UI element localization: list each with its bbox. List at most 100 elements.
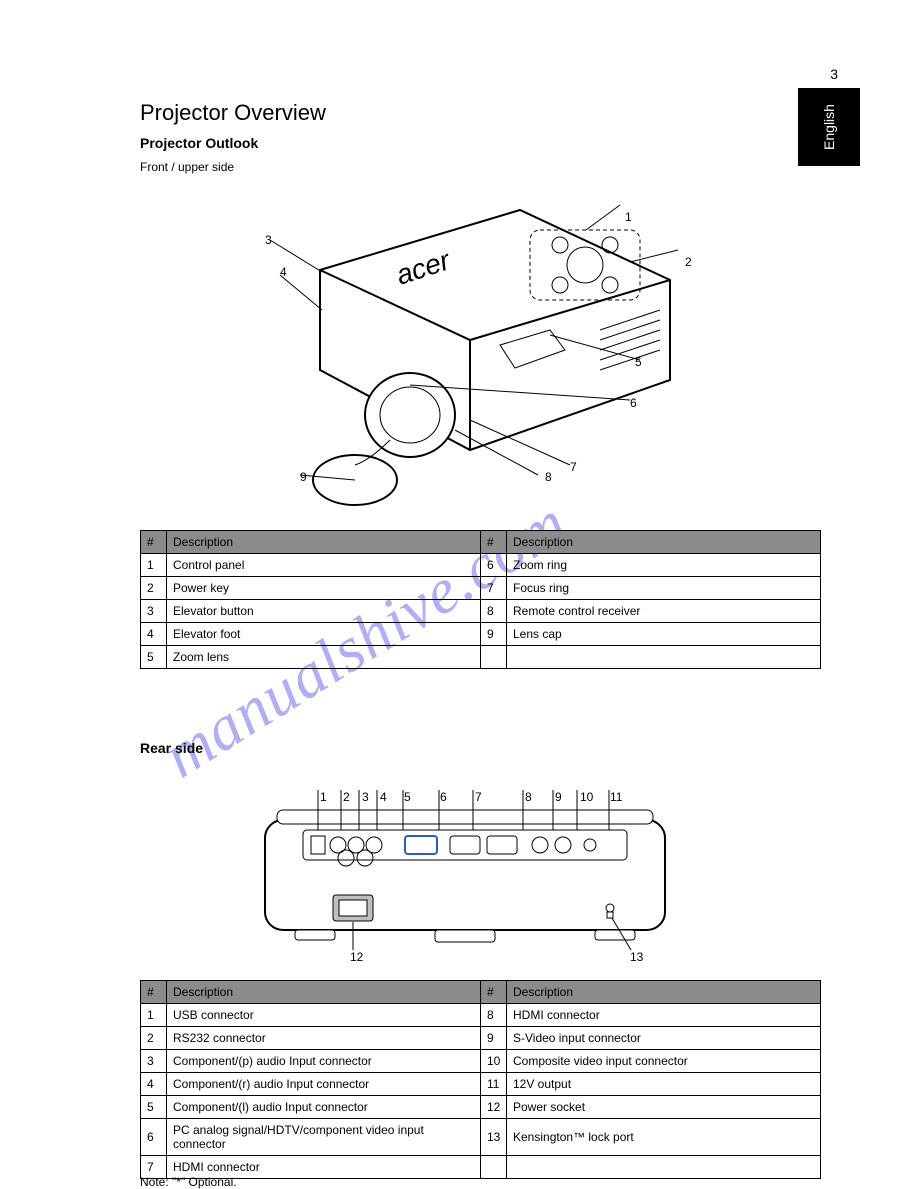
callout-number: 7: [570, 460, 577, 474]
cell-num: 4: [141, 623, 167, 646]
cell-desc: Control panel: [167, 554, 481, 577]
language-tab-label: English: [821, 104, 837, 150]
cell-num: 12: [481, 1096, 507, 1119]
table-outlook: # Description # Description 1Control pan…: [140, 530, 821, 669]
cell-desc: PC analog signal/HDTV/component video in…: [167, 1119, 481, 1156]
cell-desc: Composite video input connector: [507, 1050, 821, 1073]
cell-desc: Component/(l) audio Input connector: [167, 1096, 481, 1119]
sec1-front-label: Front / upper side: [140, 160, 234, 174]
t1-h-desc-a: Description: [167, 531, 481, 554]
cell-desc: Focus ring: [507, 577, 821, 600]
figure-rear: [255, 780, 675, 955]
figure-projector-top: acer: [260, 190, 700, 510]
table-row: 3Component/(p) audio Input connector10Co…: [141, 1050, 821, 1073]
cell-desc: RS232 connector: [167, 1027, 481, 1050]
table-row: 2Power key7Focus ring: [141, 577, 821, 600]
table-row: 1Control panel6Zoom ring: [141, 554, 821, 577]
cell-desc: Zoom ring: [507, 554, 821, 577]
callout-number: 10: [580, 790, 593, 804]
cell-num: 6: [481, 554, 507, 577]
cell-num: 10: [481, 1050, 507, 1073]
cell-num: 5: [141, 1096, 167, 1119]
table-row: 5Zoom lens: [141, 646, 821, 669]
t2-h-num-b: #: [481, 981, 507, 1004]
table-row: 5Component/(l) audio Input connector12Po…: [141, 1096, 821, 1119]
cell-num: 1: [141, 554, 167, 577]
t2-h-desc-b: Description: [507, 981, 821, 1004]
cell-num: 8: [481, 600, 507, 623]
callout-number: 2: [685, 255, 692, 269]
cell-num: 6: [141, 1119, 167, 1156]
callout-number: 12: [350, 950, 363, 964]
cell-num: 1: [141, 1004, 167, 1027]
callout-number: 4: [280, 265, 287, 279]
cell-desc: Elevator foot: [167, 623, 481, 646]
cell-num: [481, 1156, 507, 1179]
callout-number: 5: [635, 355, 642, 369]
cell-num: 2: [141, 577, 167, 600]
table-row: 4Elevator foot9Lens cap: [141, 623, 821, 646]
cell-desc: Lens cap: [507, 623, 821, 646]
cell-num: 3: [141, 1050, 167, 1073]
table-row: 3Elevator button8Remote control receiver: [141, 600, 821, 623]
cell-num: 4: [141, 1073, 167, 1096]
callout-number: 5: [404, 790, 411, 804]
cell-desc: [507, 1156, 821, 1179]
callout-number: 7: [475, 790, 482, 804]
cell-num: 7: [481, 577, 507, 600]
callout-number: 4: [380, 790, 387, 804]
cell-desc: Power socket: [507, 1096, 821, 1119]
table-rear: # Description # Description 1USB connect…: [140, 980, 821, 1179]
callout-number: 8: [525, 790, 532, 804]
cell-num: 8: [481, 1004, 507, 1027]
cell-desc: Elevator button: [167, 600, 481, 623]
projector-top-svg: acer: [260, 190, 700, 510]
callout-number: 2: [343, 790, 350, 804]
sec1-subhead: Projector Outlook: [140, 135, 258, 151]
callout-number: 8: [545, 470, 552, 484]
cell-num: 9: [481, 623, 507, 646]
language-tab: English: [798, 88, 860, 166]
cell-num: 5: [141, 646, 167, 669]
cell-desc: 12V output: [507, 1073, 821, 1096]
cell-desc: Component/(p) audio Input connector: [167, 1050, 481, 1073]
callout-number: 9: [300, 470, 307, 484]
cell-desc: Kensington™ lock port: [507, 1119, 821, 1156]
cell-desc: USB connector: [167, 1004, 481, 1027]
cell-num: [481, 646, 507, 669]
rear-svg: [255, 780, 675, 955]
table-row: 2RS232 connector9S-Video input connector: [141, 1027, 821, 1050]
cell-num: 3: [141, 600, 167, 623]
page-number: 3: [830, 66, 838, 82]
callout-number: 13: [630, 950, 643, 964]
cell-num: 13: [481, 1119, 507, 1156]
callout-number: 11: [610, 790, 622, 804]
cell-desc: Component/(r) audio Input connector: [167, 1073, 481, 1096]
table-row: 1USB connector8HDMI connector: [141, 1004, 821, 1027]
cell-desc: HDMI connector: [507, 1004, 821, 1027]
sec2-subhead: Rear side: [140, 740, 203, 756]
callout-number: 9: [555, 790, 562, 804]
table-row: 6PC analog signal/HDTV/component video i…: [141, 1119, 821, 1156]
cell-num: 11: [481, 1073, 507, 1096]
callout-number: 3: [265, 233, 272, 247]
t2-h-num-a: #: [141, 981, 167, 1004]
t1-h-num-b: #: [481, 531, 507, 554]
section-title-overview: Projector Overview: [140, 100, 326, 126]
t1-h-desc-b: Description: [507, 531, 821, 554]
callout-number: 3: [362, 790, 369, 804]
callout-number: 1: [320, 790, 327, 804]
table-row: 4Component/(r) audio Input connector1112…: [141, 1073, 821, 1096]
cell-desc: Zoom lens: [167, 646, 481, 669]
cell-num: 2: [141, 1027, 167, 1050]
cell-desc: Power key: [167, 577, 481, 600]
cell-desc: [507, 646, 821, 669]
table2-note: Note: "*" Optional.: [140, 1175, 237, 1189]
cell-desc: S-Video input connector: [507, 1027, 821, 1050]
callout-number: 1: [625, 210, 632, 224]
cell-desc: Remote control receiver: [507, 600, 821, 623]
t1-h-num-a: #: [141, 531, 167, 554]
t2-h-desc-a: Description: [167, 981, 481, 1004]
callout-number: 6: [440, 790, 447, 804]
cell-num: 9: [481, 1027, 507, 1050]
